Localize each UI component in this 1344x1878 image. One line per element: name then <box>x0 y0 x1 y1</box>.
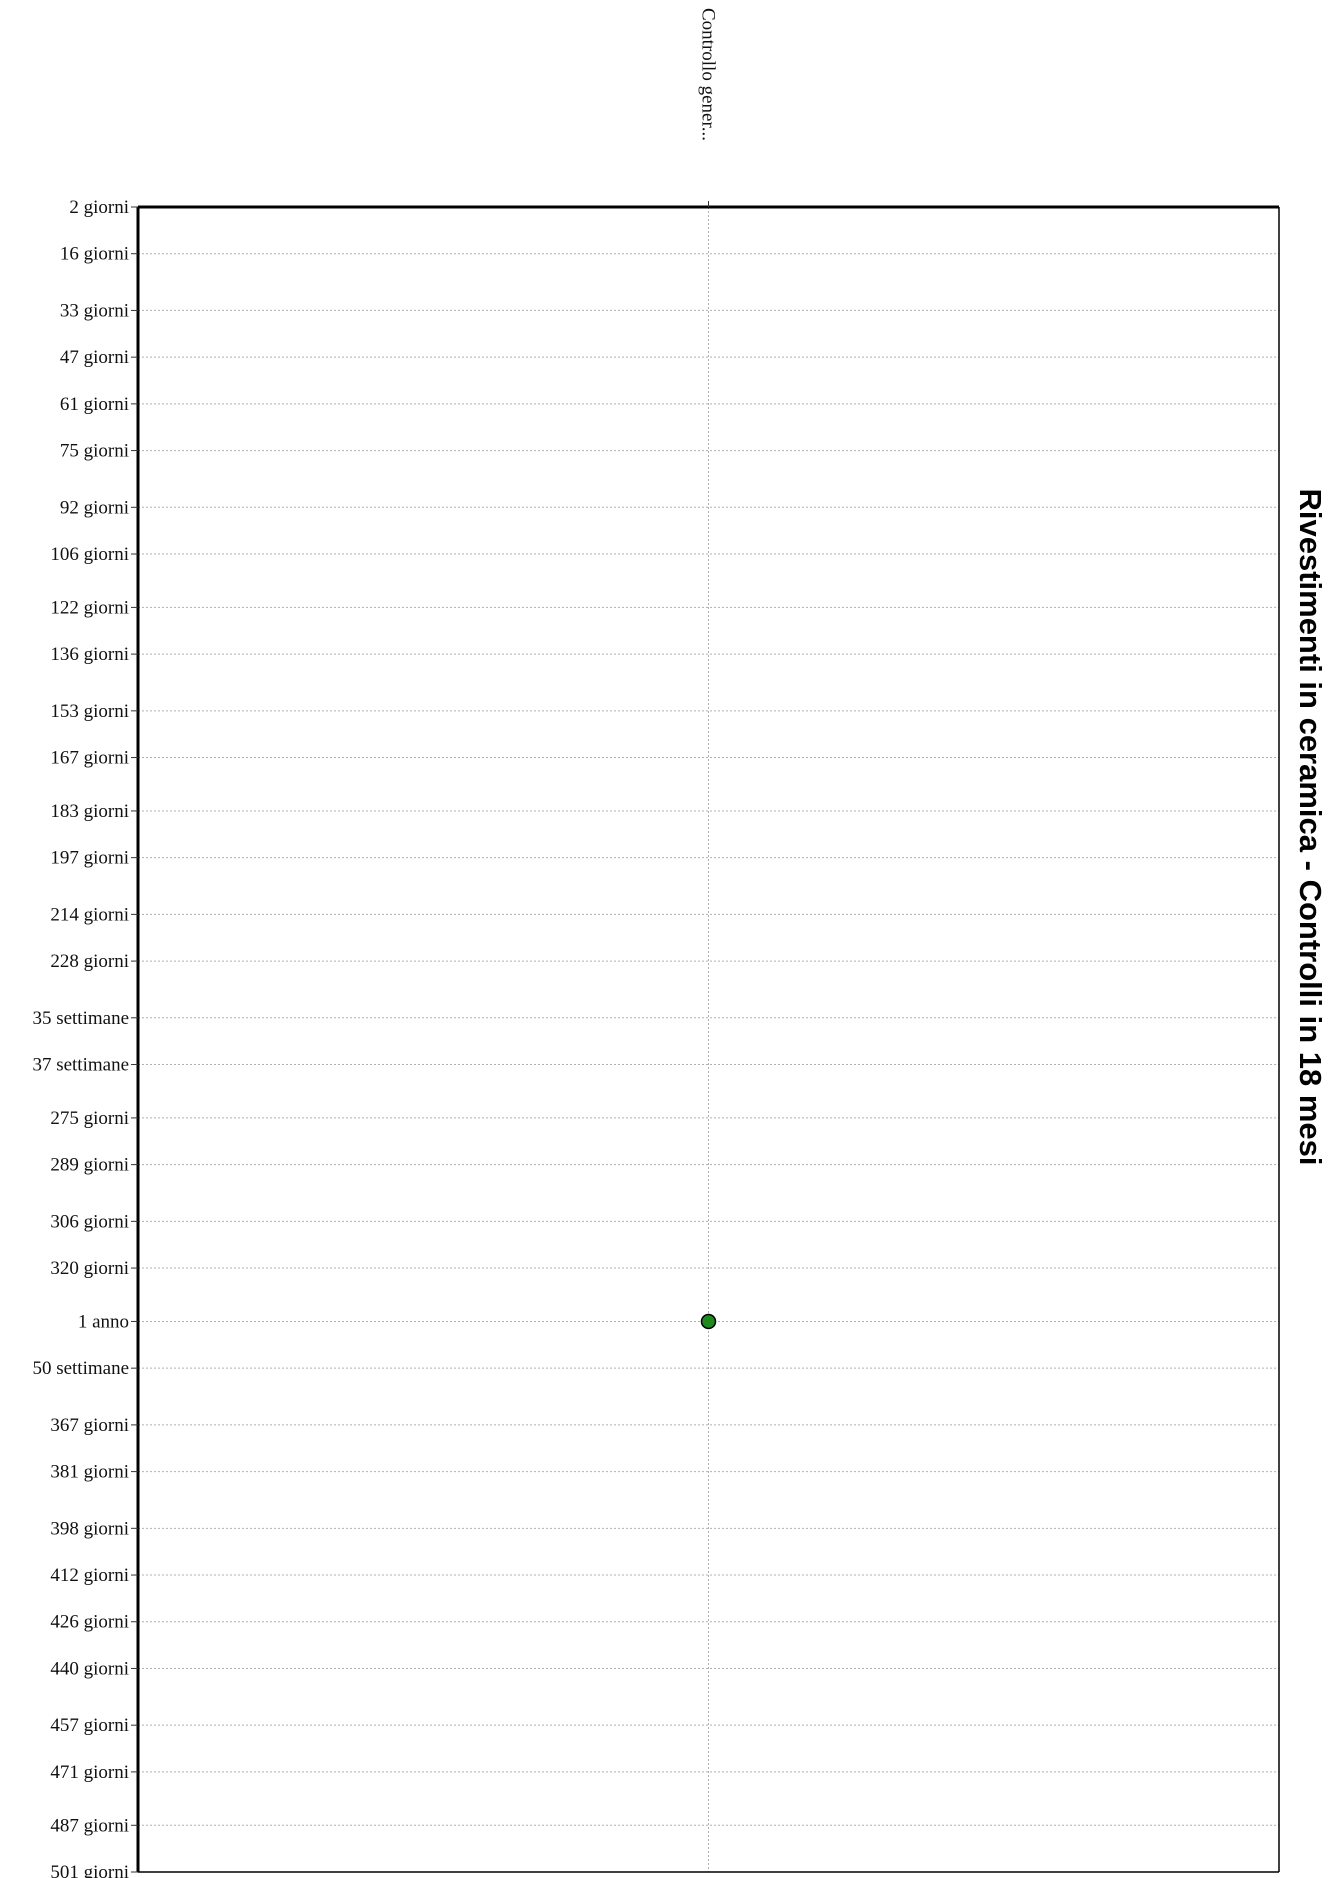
y-tick-label: 197 giorni <box>50 848 129 869</box>
y-tick-label: 440 giorni <box>50 1658 129 1679</box>
y-tick-label: 412 giorni <box>50 1565 129 1586</box>
y-tick-label: 153 giorni <box>50 701 129 722</box>
y-tick-label: 92 giorni <box>60 497 129 518</box>
x-axis-categories: Controllo gener... <box>698 8 719 207</box>
y-tick-label: 50 settimane <box>32 1358 129 1379</box>
y-tick-label: 61 giorni <box>60 394 129 415</box>
y-tick-label: 381 giorni <box>50 1462 129 1483</box>
y-tick-label: 457 giorni <box>50 1715 129 1736</box>
y-tick-label: 426 giorni <box>50 1612 129 1633</box>
y-tick-label: 367 giorni <box>50 1415 129 1436</box>
y-tick-label: 167 giorni <box>50 748 129 769</box>
chart-title: Rivestimenti in ceramica - Controlli in … <box>1293 488 1328 1165</box>
y-tick-label: 136 giorni <box>50 644 129 665</box>
y-tick-label: 501 giorni <box>50 1862 129 1878</box>
y-tick-label: 106 giorni <box>50 544 129 565</box>
y-tick-label: 35 settimane <box>32 1008 129 1029</box>
y-tick-label: 1 anno <box>78 1311 129 1332</box>
y-tick-label: 398 giorni <box>50 1518 129 1539</box>
data-points <box>700 1313 717 1330</box>
y-tick-label: 487 giorni <box>50 1815 129 1836</box>
y-tick-label: 33 giorni <box>60 300 129 321</box>
y-tick-label: 2 giorni <box>69 197 129 218</box>
data-point[interactable] <box>700 1313 717 1330</box>
y-tick-label: 275 giorni <box>50 1108 129 1129</box>
y-tick-label: 471 giorni <box>50 1762 129 1783</box>
y-tick-label: 122 giorni <box>50 597 129 618</box>
y-tick-label: 228 giorni <box>50 951 129 972</box>
y-tick-label: 320 giorni <box>50 1258 129 1279</box>
y-tick-label: 47 giorni <box>60 347 129 368</box>
y-axis-ticks: 2 giorni 16 giorni 33 giorni 47 giorni 61 gi… <box>32 197 138 1878</box>
y-tick-label: 37 settimane <box>32 1055 129 1076</box>
x-category-label: Controllo gener... <box>698 8 719 141</box>
y-tick-label: 183 giorni <box>50 801 129 822</box>
y-tick-label: 214 giorni <box>50 904 129 925</box>
y-tick-label: 16 giorni <box>60 244 129 265</box>
y-tick-label: 75 giorni <box>60 441 129 462</box>
gridlines <box>138 206 1279 1873</box>
y-tick-label: 306 giorni <box>50 1211 129 1232</box>
y-tick-label: 289 giorni <box>50 1155 129 1176</box>
